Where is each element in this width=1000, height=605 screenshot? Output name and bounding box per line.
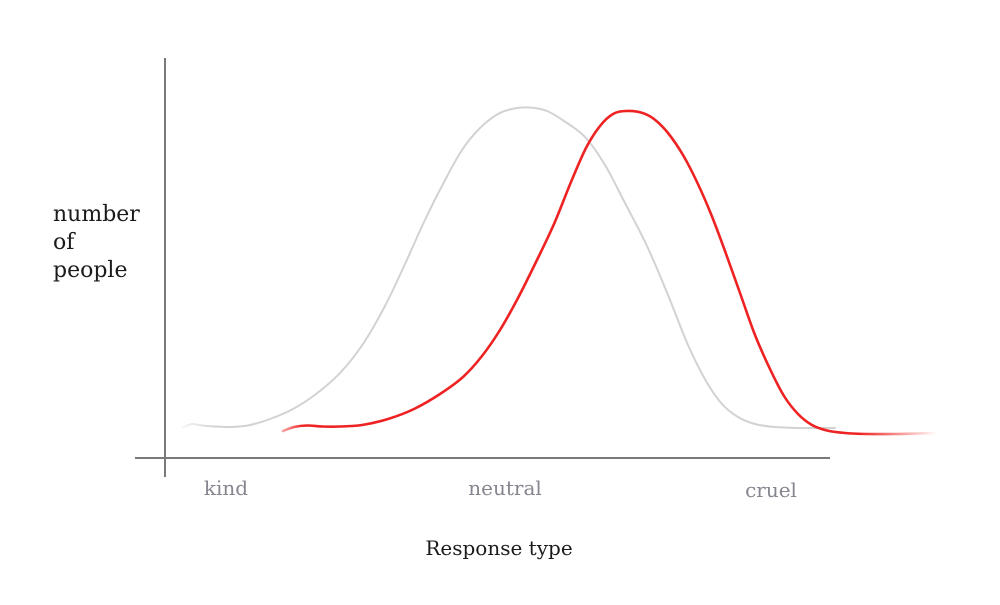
y-axis-title: number of people: [53, 202, 140, 283]
x-axis-title: Response type: [425, 536, 573, 560]
x-tick-label-neutral: neutral: [468, 476, 542, 500]
gray-bell-curve: [182, 106, 836, 430]
x-tick-label-cruel: cruel: [745, 478, 797, 502]
red-bell-curve: [281, 109, 939, 436]
x-tick-label-kind: kind: [203, 476, 249, 500]
